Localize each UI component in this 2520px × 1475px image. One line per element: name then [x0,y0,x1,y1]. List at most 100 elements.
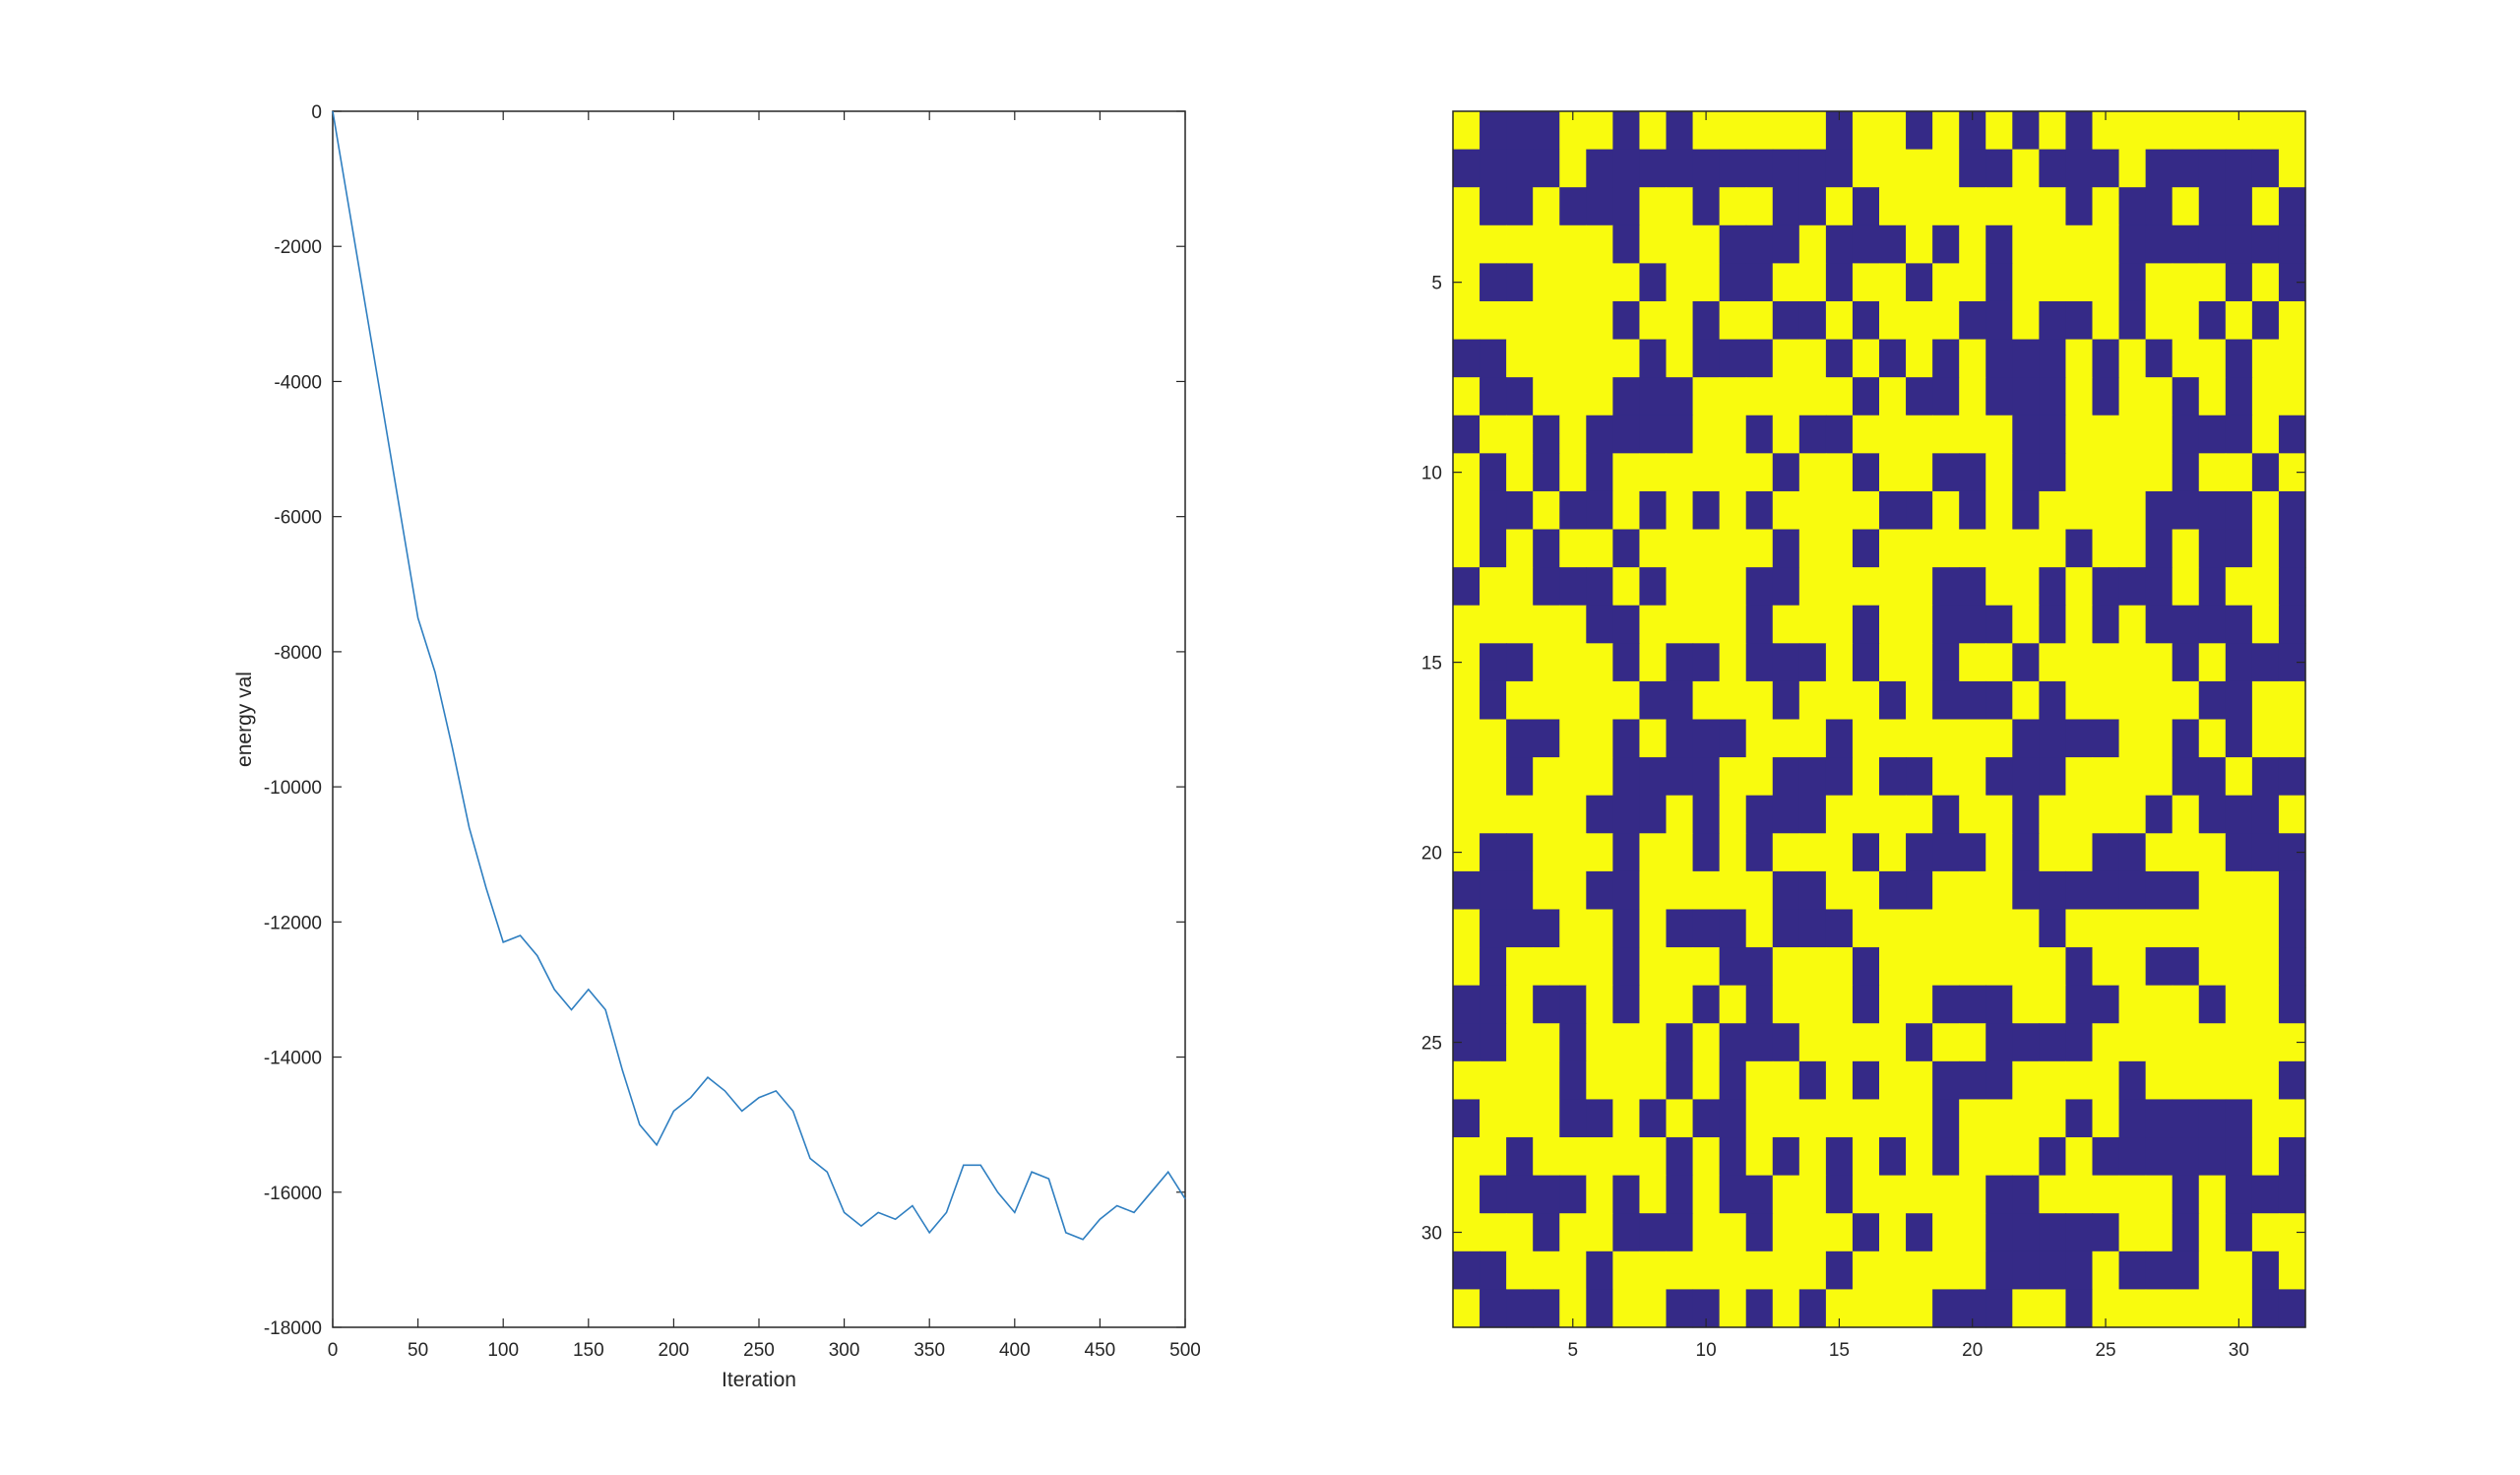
heatmap-cell [1453,490,1480,531]
heatmap-cell [2092,947,2120,987]
heatmap-cell [2278,377,2306,417]
heatmap-cell [1719,149,1747,188]
heatmap-cell [1798,339,1827,378]
line-chart-y-tick-labels: 0 -2000 -4000 -6000 -8000 -10000 -12000 -14000 -… [264,102,322,1339]
heatmap-cell [1480,224,1507,264]
heatmap-cell [2065,1060,2094,1101]
heatmap-cell [2198,490,2227,531]
heatmap-cell [1692,680,1721,721]
heatmap-cell [1612,263,1641,302]
heatmap-cell [1639,1251,1668,1290]
heatmap-cell [1932,795,1960,834]
heatmap-cell [1745,719,1774,758]
heatmap-y-tick-label: 20 [1421,844,1442,865]
heatmap-cell [1959,947,1986,987]
heatmap-cell [1612,870,1641,911]
heatmap-cell [1959,1099,1986,1138]
heatmap-cell [2012,719,2040,758]
x-tick-label: 0 [328,1340,339,1361]
heatmap-cell [2092,224,2120,264]
heatmap-cell [2092,339,2120,378]
heatmap-cell [1879,947,1907,987]
heatmap-cell [1745,567,1774,607]
energy-line-chart: 0 50 100 150 200 250 300 350 400 450 500 0 -2000 -40… [233,102,1201,1391]
heatmap-cell [2278,719,2306,758]
heatmap-cell [2172,680,2200,721]
heatmap-cell [2278,985,2306,1024]
heatmap-cell [1879,795,1907,834]
heatmap-cell [1932,757,1960,797]
heatmap-cell [1932,1251,1960,1290]
heatmap-cell [1825,149,1854,188]
heatmap-cell [2145,111,2174,151]
heatmap-cell [2278,909,2306,948]
heatmap-cell [1559,1099,1587,1138]
heatmap-cell [2039,1137,2067,1177]
y-tick-label: -8000 [274,643,322,664]
heatmap-cell [2198,377,2227,417]
heatmap-cell [1852,1251,1880,1290]
heatmap-cell [2118,224,2147,264]
heatmap-cell [2145,529,2174,568]
heatmap-cell [1639,339,1668,378]
heatmap-cell [1612,1137,1641,1177]
heatmap-cell [1932,224,1960,264]
heatmap-cell [1985,909,2013,948]
heatmap-cell [1719,1137,1747,1177]
heatmap-cell [1906,415,1933,454]
heatmap-cell [2278,149,2306,188]
heatmap-cell [1639,1175,1668,1214]
x-tick-label: 250 [743,1340,775,1361]
heatmap-cell [2278,757,2306,797]
heatmap-cell [1586,680,1613,721]
heatmap-cell [1719,1099,1747,1138]
heatmap-cell [2118,529,2147,568]
heatmap-cell [1639,870,1668,911]
heatmap-cell [1666,567,1694,607]
heatmap-cell [2092,529,2120,568]
heatmap-cell [2251,224,2280,264]
heatmap-cell [1533,643,1560,682]
heatmap-cell [2092,300,2120,341]
heatmap-cell [1612,1099,1641,1138]
heatmap-cell [2039,263,2067,302]
heatmap-cell [2012,1251,2040,1290]
heatmap-cell [1719,605,1747,644]
heatmap-cell [2039,1099,2067,1138]
heatmap-cell [1480,263,1507,302]
heatmap-cell [2198,1023,2227,1062]
heatmap-cell [1959,680,1986,721]
heatmap-cell [1559,985,1587,1024]
heatmap-cell [1666,187,1694,226]
heatmap-cell [1959,1137,1986,1177]
heatmap-cell [1692,263,1721,302]
heatmap-cell [1533,833,1560,872]
heatmap-cell [1798,1289,1827,1328]
heatmap-cell [1932,1060,1960,1101]
heatmap-cell [2118,111,2147,151]
heatmap-cell [2065,339,2094,378]
heatmap-cell [1666,833,1694,872]
heatmap-cell [1639,605,1668,644]
heatmap-cell [1906,1023,1933,1062]
heatmap-cell [2118,757,2147,797]
heatmap-cell [2012,1289,2040,1328]
heatmap-cell [1639,300,1668,341]
heatmap-cell [2251,985,2280,1024]
line-chart-x-tick-labels: 0 50 100 150 200 250 300 350 400 450 500 [328,1340,1201,1361]
heatmap-cell [1506,1099,1534,1138]
heatmap-cell [1453,529,1480,568]
heatmap-cell [1772,1213,1800,1252]
heatmap-cell [2092,263,2120,302]
heatmap-cell [1719,1289,1747,1328]
heatmap-cell [1586,111,1613,151]
heatmap-cell [2172,833,2200,872]
heatmap-cell [1533,680,1560,721]
heatmap-cell [1852,1175,1880,1214]
heatmap-cell [1825,453,1854,492]
heatmap-cell [1745,529,1774,568]
heatmap-cell [1932,187,1960,226]
heatmap-cell [1985,1289,2013,1328]
heatmap-cell [2251,795,2280,834]
heatmap-cell [1612,187,1641,226]
